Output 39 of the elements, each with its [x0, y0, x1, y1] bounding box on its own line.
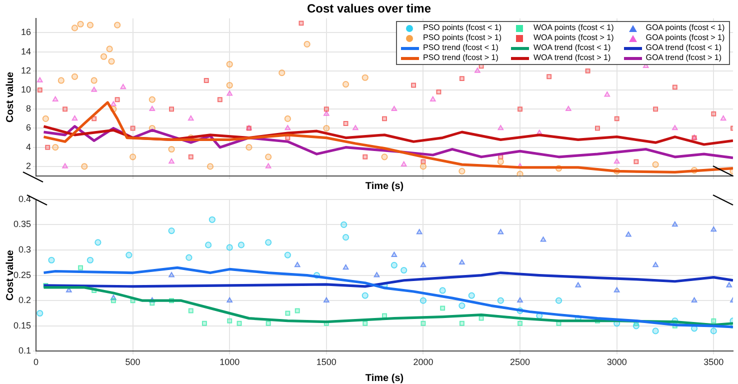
- legend-label: PSO trend (fcost > 1): [423, 53, 498, 64]
- legend-label: WOA trend (fcost > 1): [533, 53, 611, 64]
- legend-label: PSO points (fcost < 1): [423, 23, 502, 34]
- x-tick-label: 1000: [220, 357, 240, 368]
- y-tick-label: 0.35: [13, 219, 31, 230]
- legend-label: GOA points (fcost < 1): [646, 23, 725, 34]
- y-tick-label: 12: [20, 65, 31, 76]
- y-tick-label: 6: [26, 122, 31, 133]
- x-axis-title: Time (s): [365, 372, 404, 384]
- x-tick-label: 2000: [413, 357, 434, 368]
- x-axis-title: Time (s): [365, 180, 404, 192]
- legend-label: GOA trend (fcost < 1): [646, 43, 722, 54]
- legend-label: WOA points (fcost > 1): [533, 33, 614, 44]
- y-tick-label: 0.4: [18, 194, 31, 204]
- y-tick-label: 16: [20, 27, 31, 38]
- y-tick-label: 0.25: [13, 270, 31, 280]
- legend-label: PSO trend (fcost < 1): [423, 43, 498, 54]
- y-tick-label: 4: [26, 142, 31, 152]
- y-tick-label: 0.15: [13, 320, 31, 330]
- legend-label: GOA points (fcost > 1): [646, 33, 725, 44]
- legend-label: WOA trend (fcost < 1): [533, 43, 611, 54]
- y-tick-label: 0.1: [18, 346, 31, 356]
- y-tick-label: 0.2: [18, 295, 31, 306]
- y-axis-title: Cost value: [4, 71, 16, 122]
- legend-label: GOA trend (fcost > 1): [646, 53, 722, 64]
- y-tick-label: 10: [20, 84, 31, 95]
- y-tick-label: 14: [20, 46, 31, 56]
- x-tick-label: 3000: [606, 357, 627, 368]
- x-tick-label: 2500: [510, 357, 530, 368]
- legend-label: WOA points (fcost < 1): [533, 23, 614, 34]
- chart-title: Cost values over time: [306, 2, 432, 16]
- y-tick-label: 8: [26, 104, 31, 114]
- legend-label: PSO points (fcost > 1): [423, 33, 502, 44]
- x-tick-label: 0: [33, 357, 39, 368]
- x-tick-label: 3500: [704, 357, 724, 368]
- x-tick-label: 500: [125, 357, 140, 368]
- y-tick-label: 0.3: [18, 244, 31, 254]
- y-tick-label: 2: [26, 160, 31, 171]
- x-tick-label: 1500: [316, 357, 336, 368]
